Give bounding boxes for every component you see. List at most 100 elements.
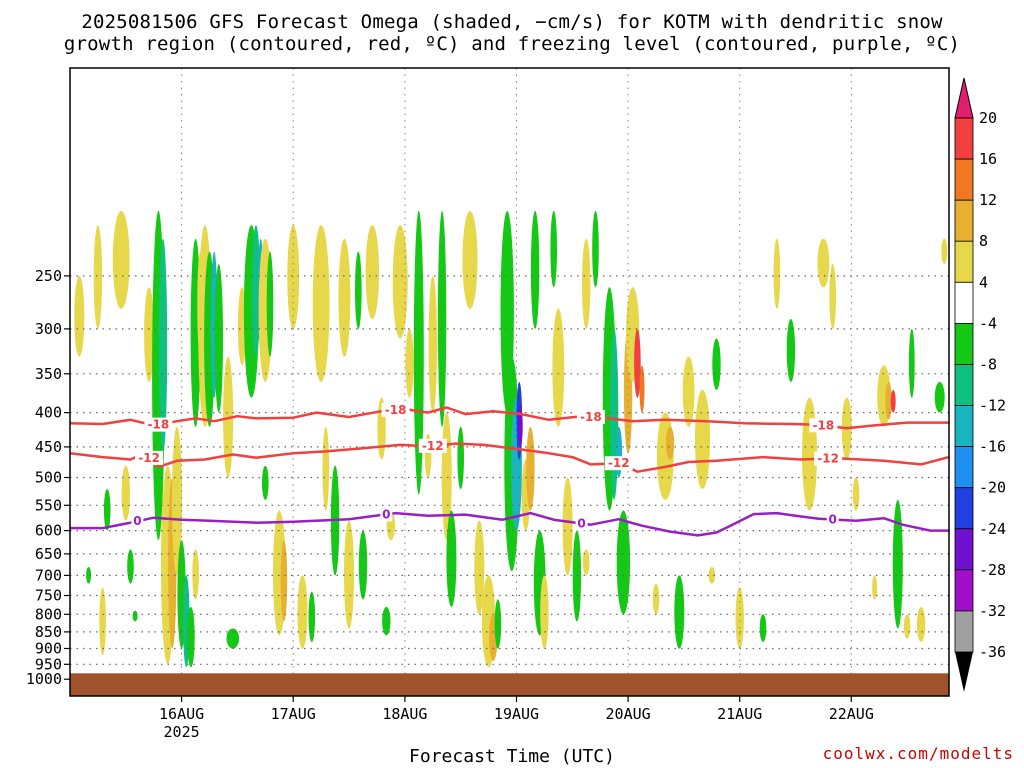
omega-cell (344, 520, 354, 629)
omega-cell (462, 211, 478, 309)
ground-fill (70, 673, 949, 696)
contour-label: -12 (138, 451, 160, 465)
contour-label-bg (826, 512, 839, 527)
contour-0 (70, 511, 949, 537)
x-tick-label: 17AUG (271, 705, 316, 723)
y-tick-label: 650 (35, 545, 62, 563)
x-axis-title: Forecast Time (UTC) (409, 746, 615, 767)
omega-cell (735, 587, 744, 649)
omega-cell (405, 328, 414, 398)
contour-label-bg (576, 410, 605, 424)
contour-label-bg (575, 516, 588, 531)
colorbar-swatch (954, 117, 974, 160)
omega-cell (428, 275, 437, 413)
omega-cell (941, 238, 948, 264)
omega-cell (358, 530, 368, 600)
chart-title-line-2: growth region (contoured, red, ºC) and f… (63, 33, 961, 55)
colorbar-label: -20 (979, 479, 1006, 497)
contour-label-bg (381, 402, 410, 417)
omega-cell (892, 499, 903, 629)
colorbar-label: 20 (979, 109, 997, 127)
omega-cell (582, 238, 591, 329)
omega-cell (214, 264, 223, 413)
omega-cell (540, 575, 549, 649)
omega-cell (308, 591, 316, 642)
omega-cell (355, 251, 362, 329)
colorbar-swatch (954, 610, 974, 653)
omega-cell (297, 575, 308, 649)
colorbar-label: -36 (979, 643, 1006, 661)
omega-cell (437, 211, 447, 427)
omega-shading (74, 210, 948, 668)
y-tick-label: 700 (35, 566, 62, 584)
omega-cell (572, 530, 582, 622)
omega-cell (786, 319, 796, 382)
contour-label-bg (144, 417, 173, 432)
omega-cell (99, 587, 106, 655)
contour-label-bg (380, 507, 393, 522)
omega-cell (552, 308, 565, 427)
y-tick-label: 800 (35, 605, 62, 623)
omega-cell (192, 549, 199, 600)
omega-cell (885, 382, 892, 420)
colorbar-swatch (954, 322, 974, 365)
contour-label: 0 (577, 517, 585, 531)
omega-cell (127, 549, 134, 584)
omega-cell (582, 549, 590, 576)
colorbar-swatch (954, 240, 974, 283)
omega-cell (852, 477, 860, 511)
omega-cell (103, 489, 111, 531)
contour-label-bg (809, 418, 838, 433)
y-axis: 2503003504004505005506006507007508008509… (26, 267, 70, 688)
colorbar-label: -12 (979, 397, 1006, 415)
omega-cell (457, 426, 465, 489)
y-tick-label: 900 (35, 640, 62, 658)
omega-cell (74, 275, 85, 357)
omega-cell (908, 328, 915, 398)
contour-label-bg (135, 450, 164, 465)
omega-cell (251, 225, 261, 357)
omega-cell (172, 426, 182, 576)
omega-cell (550, 210, 557, 288)
colorbar-label: 16 (979, 150, 997, 168)
omega-cell (338, 238, 351, 357)
omega-cell (262, 465, 269, 500)
omega-cell (86, 567, 92, 584)
omega-cell (474, 520, 485, 615)
colorbar-swatch (954, 281, 974, 324)
omega-cell (280, 540, 288, 622)
plot-frame (69, 67, 950, 697)
omega-cell (530, 210, 540, 329)
y-tick-label: 950 (35, 655, 62, 673)
omega-cell (312, 225, 330, 382)
y-tick-label: 450 (35, 438, 62, 456)
colorbar-bottom-arrow (955, 652, 973, 692)
omega-cell (695, 389, 710, 489)
x-tick-label: 21AUG (717, 705, 762, 723)
omega-cell (916, 607, 926, 642)
omega-cell (934, 382, 945, 413)
colorbar-label: -32 (979, 602, 1006, 620)
y-tick-label: 350 (35, 365, 62, 383)
colorbar-swatch (954, 446, 974, 489)
y-tick-label: 250 (35, 267, 62, 285)
colorbar-swatch (954, 364, 974, 406)
colorbar-label: -16 (979, 438, 1006, 456)
y-tick-label: 300 (35, 320, 62, 338)
omega-cell (121, 465, 130, 521)
colorbar-swatch (954, 528, 974, 571)
contour-label: 0 (382, 507, 390, 521)
omega-cell (872, 575, 878, 600)
omega-cell (365, 225, 379, 320)
contour-label: -12 (608, 456, 630, 470)
contour-label-bg (418, 438, 447, 453)
colorbar-legend: 20 16 12 8 4 -4 -8 -12 -16 -20 -24 -28 -32 -36 (954, 77, 1006, 692)
omega-cell (562, 477, 573, 576)
contour-label-bg (131, 514, 144, 529)
contour-label: -18 (148, 418, 170, 432)
omega-cell (674, 575, 685, 649)
y-tick-label: 400 (35, 404, 62, 422)
y-tick-label: 500 (35, 469, 62, 487)
contour--12 (70, 442, 949, 473)
